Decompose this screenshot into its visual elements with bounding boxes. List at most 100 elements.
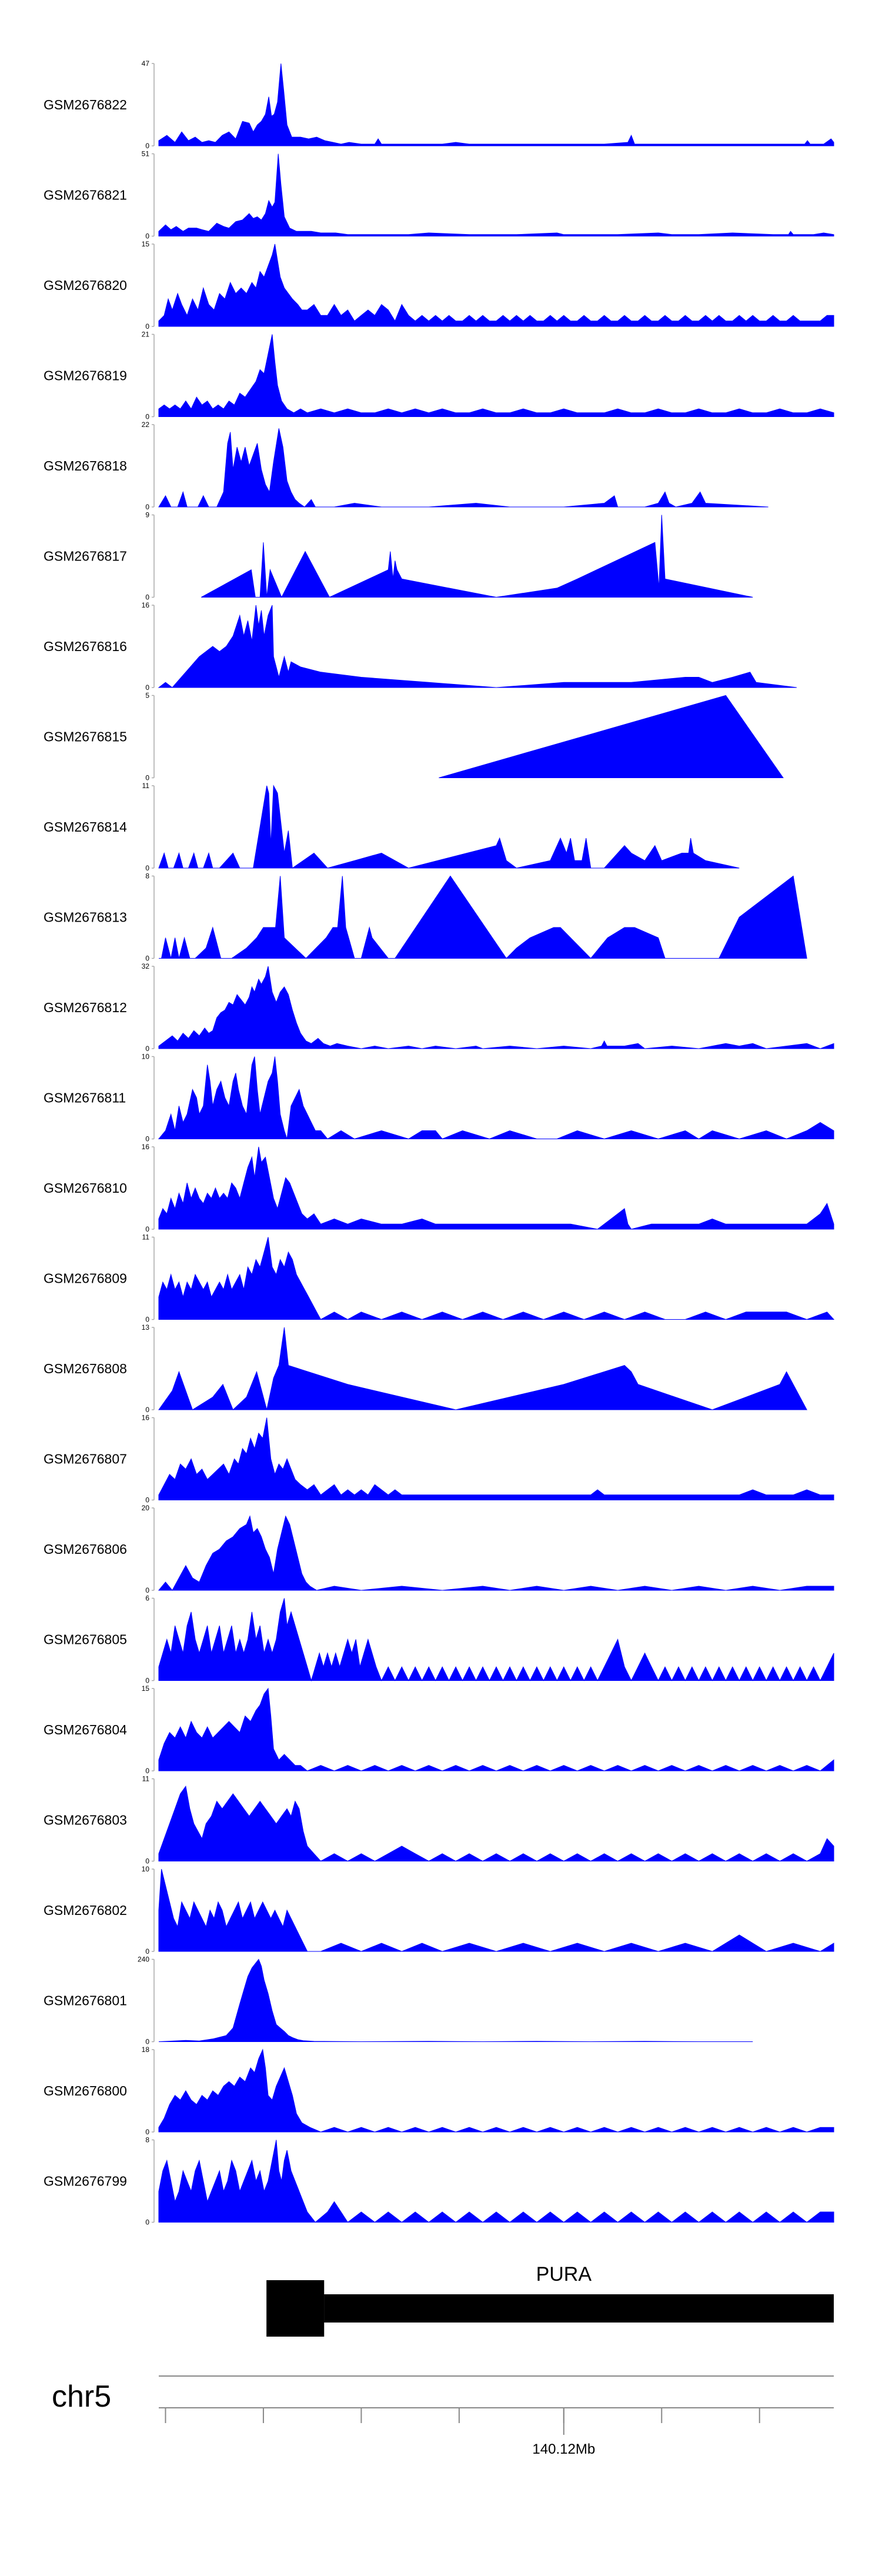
track-label: GSM2676811 xyxy=(44,1090,126,1106)
track-ymin-label: 0 xyxy=(145,1586,149,1594)
signal-area xyxy=(158,785,740,869)
track-ymin-label: 0 xyxy=(145,322,149,331)
track-GSM2676819: GSM2676819 21 0 xyxy=(44,331,834,421)
track-label: GSM2676807 xyxy=(44,1451,127,1467)
genome-axis: chr5 140.12Mb xyxy=(52,2375,834,2457)
track-label: GSM2676819 xyxy=(44,368,127,383)
track-label: GSM2676806 xyxy=(44,1541,127,1557)
track-ymin-label: 0 xyxy=(145,1677,149,1685)
signal-area xyxy=(158,1785,834,1862)
track-label: GSM2676814 xyxy=(44,819,127,835)
gene-label: PURA xyxy=(536,2263,592,2285)
track-ymin-label: 0 xyxy=(145,232,149,241)
track-GSM2676801: GSM2676801 240 0 xyxy=(44,1956,753,2046)
track-label: GSM2676822 xyxy=(44,97,127,112)
track-label: GSM2676809 xyxy=(44,1271,127,1286)
track-GSM2676816: GSM2676816 16 0 xyxy=(44,601,797,692)
track-GSM2676808: GSM2676808 13 0 xyxy=(44,1323,807,1414)
signal-area xyxy=(158,1327,807,1410)
track-GSM2676821: GSM2676821 51 0 xyxy=(44,150,834,241)
track-ymax-label: 11 xyxy=(142,782,150,790)
track-ymin-label: 0 xyxy=(145,1857,149,1866)
track-ymin-label: 0 xyxy=(145,2128,149,2136)
track-label: GSM2676805 xyxy=(44,1632,127,1647)
signal-area xyxy=(201,515,753,598)
track-ymin-label: 0 xyxy=(145,2218,149,2227)
signal-area xyxy=(158,1515,834,1591)
signal-area xyxy=(439,695,784,778)
track-ymax-label: 47 xyxy=(142,59,150,68)
track-GSM2676805: GSM2676805 6 0 xyxy=(44,1594,834,1685)
track-GSM2676818: GSM2676818 22 0 xyxy=(44,421,769,511)
signal-area xyxy=(158,1598,834,1682)
gene-body-bar xyxy=(324,2294,834,2323)
gene-first-exon xyxy=(266,2280,325,2337)
track-label: GSM2676817 xyxy=(44,549,127,564)
track-ymin-label: 0 xyxy=(145,1045,149,1053)
track-label: GSM2676810 xyxy=(44,1180,127,1196)
track-ymin-label: 0 xyxy=(145,955,149,963)
signal-area xyxy=(159,875,807,959)
track-label: GSM2676813 xyxy=(44,910,127,925)
track-GSM2676809: GSM2676809 11 0 xyxy=(44,1233,835,1324)
track-ymin-label: 0 xyxy=(145,1225,149,1233)
track-ymax-label: 18 xyxy=(142,2046,150,2054)
track-label: GSM2676816 xyxy=(44,639,127,654)
track-GSM2676811: GSM2676811 10 0 xyxy=(44,1053,834,1143)
track-GSM2676817: GSM2676817 9 0 xyxy=(44,511,753,602)
track-ymin-label: 0 xyxy=(145,1496,149,1504)
signal-area xyxy=(158,1958,753,2043)
track-ymin-label: 0 xyxy=(145,864,149,872)
track-ymin-label: 0 xyxy=(145,2038,149,2046)
track-label: GSM2676820 xyxy=(44,278,127,293)
track-ymin-label: 0 xyxy=(145,1316,149,1324)
track-ymin-label: 0 xyxy=(145,142,149,150)
track-ymax-label: 16 xyxy=(142,601,150,609)
track-label: GSM2676800 xyxy=(44,2083,127,2098)
track-ymax-label: 8 xyxy=(145,872,149,880)
signal-area xyxy=(158,2048,834,2133)
track-ymax-label: 6 xyxy=(145,1594,149,1603)
axis-ticks xyxy=(165,2408,760,2435)
signal-area xyxy=(158,1687,834,1771)
signal-area xyxy=(158,243,834,327)
track-GSM2676812: GSM2676812 32 0 xyxy=(44,962,834,1053)
track-ymin-label: 0 xyxy=(145,503,149,511)
track-ymin-label: 0 xyxy=(145,593,149,602)
track-ymax-label: 240 xyxy=(138,1956,149,1964)
track-GSM2676807: GSM2676807 16 0 xyxy=(44,1414,834,1504)
track-ymax-label: 16 xyxy=(142,1143,150,1151)
signal-area xyxy=(158,1868,834,1952)
track-ymax-label: 5 xyxy=(145,692,149,700)
track-ymax-label: 21 xyxy=(142,331,150,339)
track-GSM2676806: GSM2676806 20 0 xyxy=(44,1504,834,1594)
track-label: GSM2676808 xyxy=(44,1361,127,1376)
track-ymax-label: 20 xyxy=(142,1504,150,1512)
track-label: GSM2676801 xyxy=(44,1993,127,2008)
track-ymax-label: 15 xyxy=(142,1684,150,1693)
track-ymax-label: 9 xyxy=(145,511,149,519)
track-ymax-label: 22 xyxy=(142,421,150,429)
track-ymax-label: 32 xyxy=(142,962,150,970)
track-label: GSM2676802 xyxy=(44,1903,127,1918)
gene-track: PURA xyxy=(266,2263,834,2337)
track-ymin-label: 0 xyxy=(145,1406,149,1414)
track-GSM2676803: GSM2676803 11 0 xyxy=(44,1775,834,1866)
track-GSM2676822: GSM2676822 47 0 xyxy=(44,59,834,150)
track-ymax-label: 10 xyxy=(142,1053,150,1061)
signal-area xyxy=(158,154,834,236)
track-GSM2676800: GSM2676800 18 0 xyxy=(44,2046,834,2136)
track-ymin-label: 0 xyxy=(145,413,149,421)
track-GSM2676804: GSM2676804 15 0 xyxy=(44,1684,834,1775)
track-ymin-label: 0 xyxy=(145,1135,149,1143)
track-ymin-label: 0 xyxy=(145,683,149,692)
track-ymax-label: 15 xyxy=(142,240,150,248)
track-label: GSM2676803 xyxy=(44,1813,127,1828)
track-ymax-label: 8 xyxy=(145,2136,149,2144)
track-GSM2676820: GSM2676820 15 0 xyxy=(44,240,834,331)
signal-area xyxy=(158,1056,834,1140)
track-ymax-label: 11 xyxy=(142,1233,150,1242)
track-GSM2676814: GSM2676814 11 0 xyxy=(44,782,740,872)
track-ymax-label: 51 xyxy=(142,150,150,158)
